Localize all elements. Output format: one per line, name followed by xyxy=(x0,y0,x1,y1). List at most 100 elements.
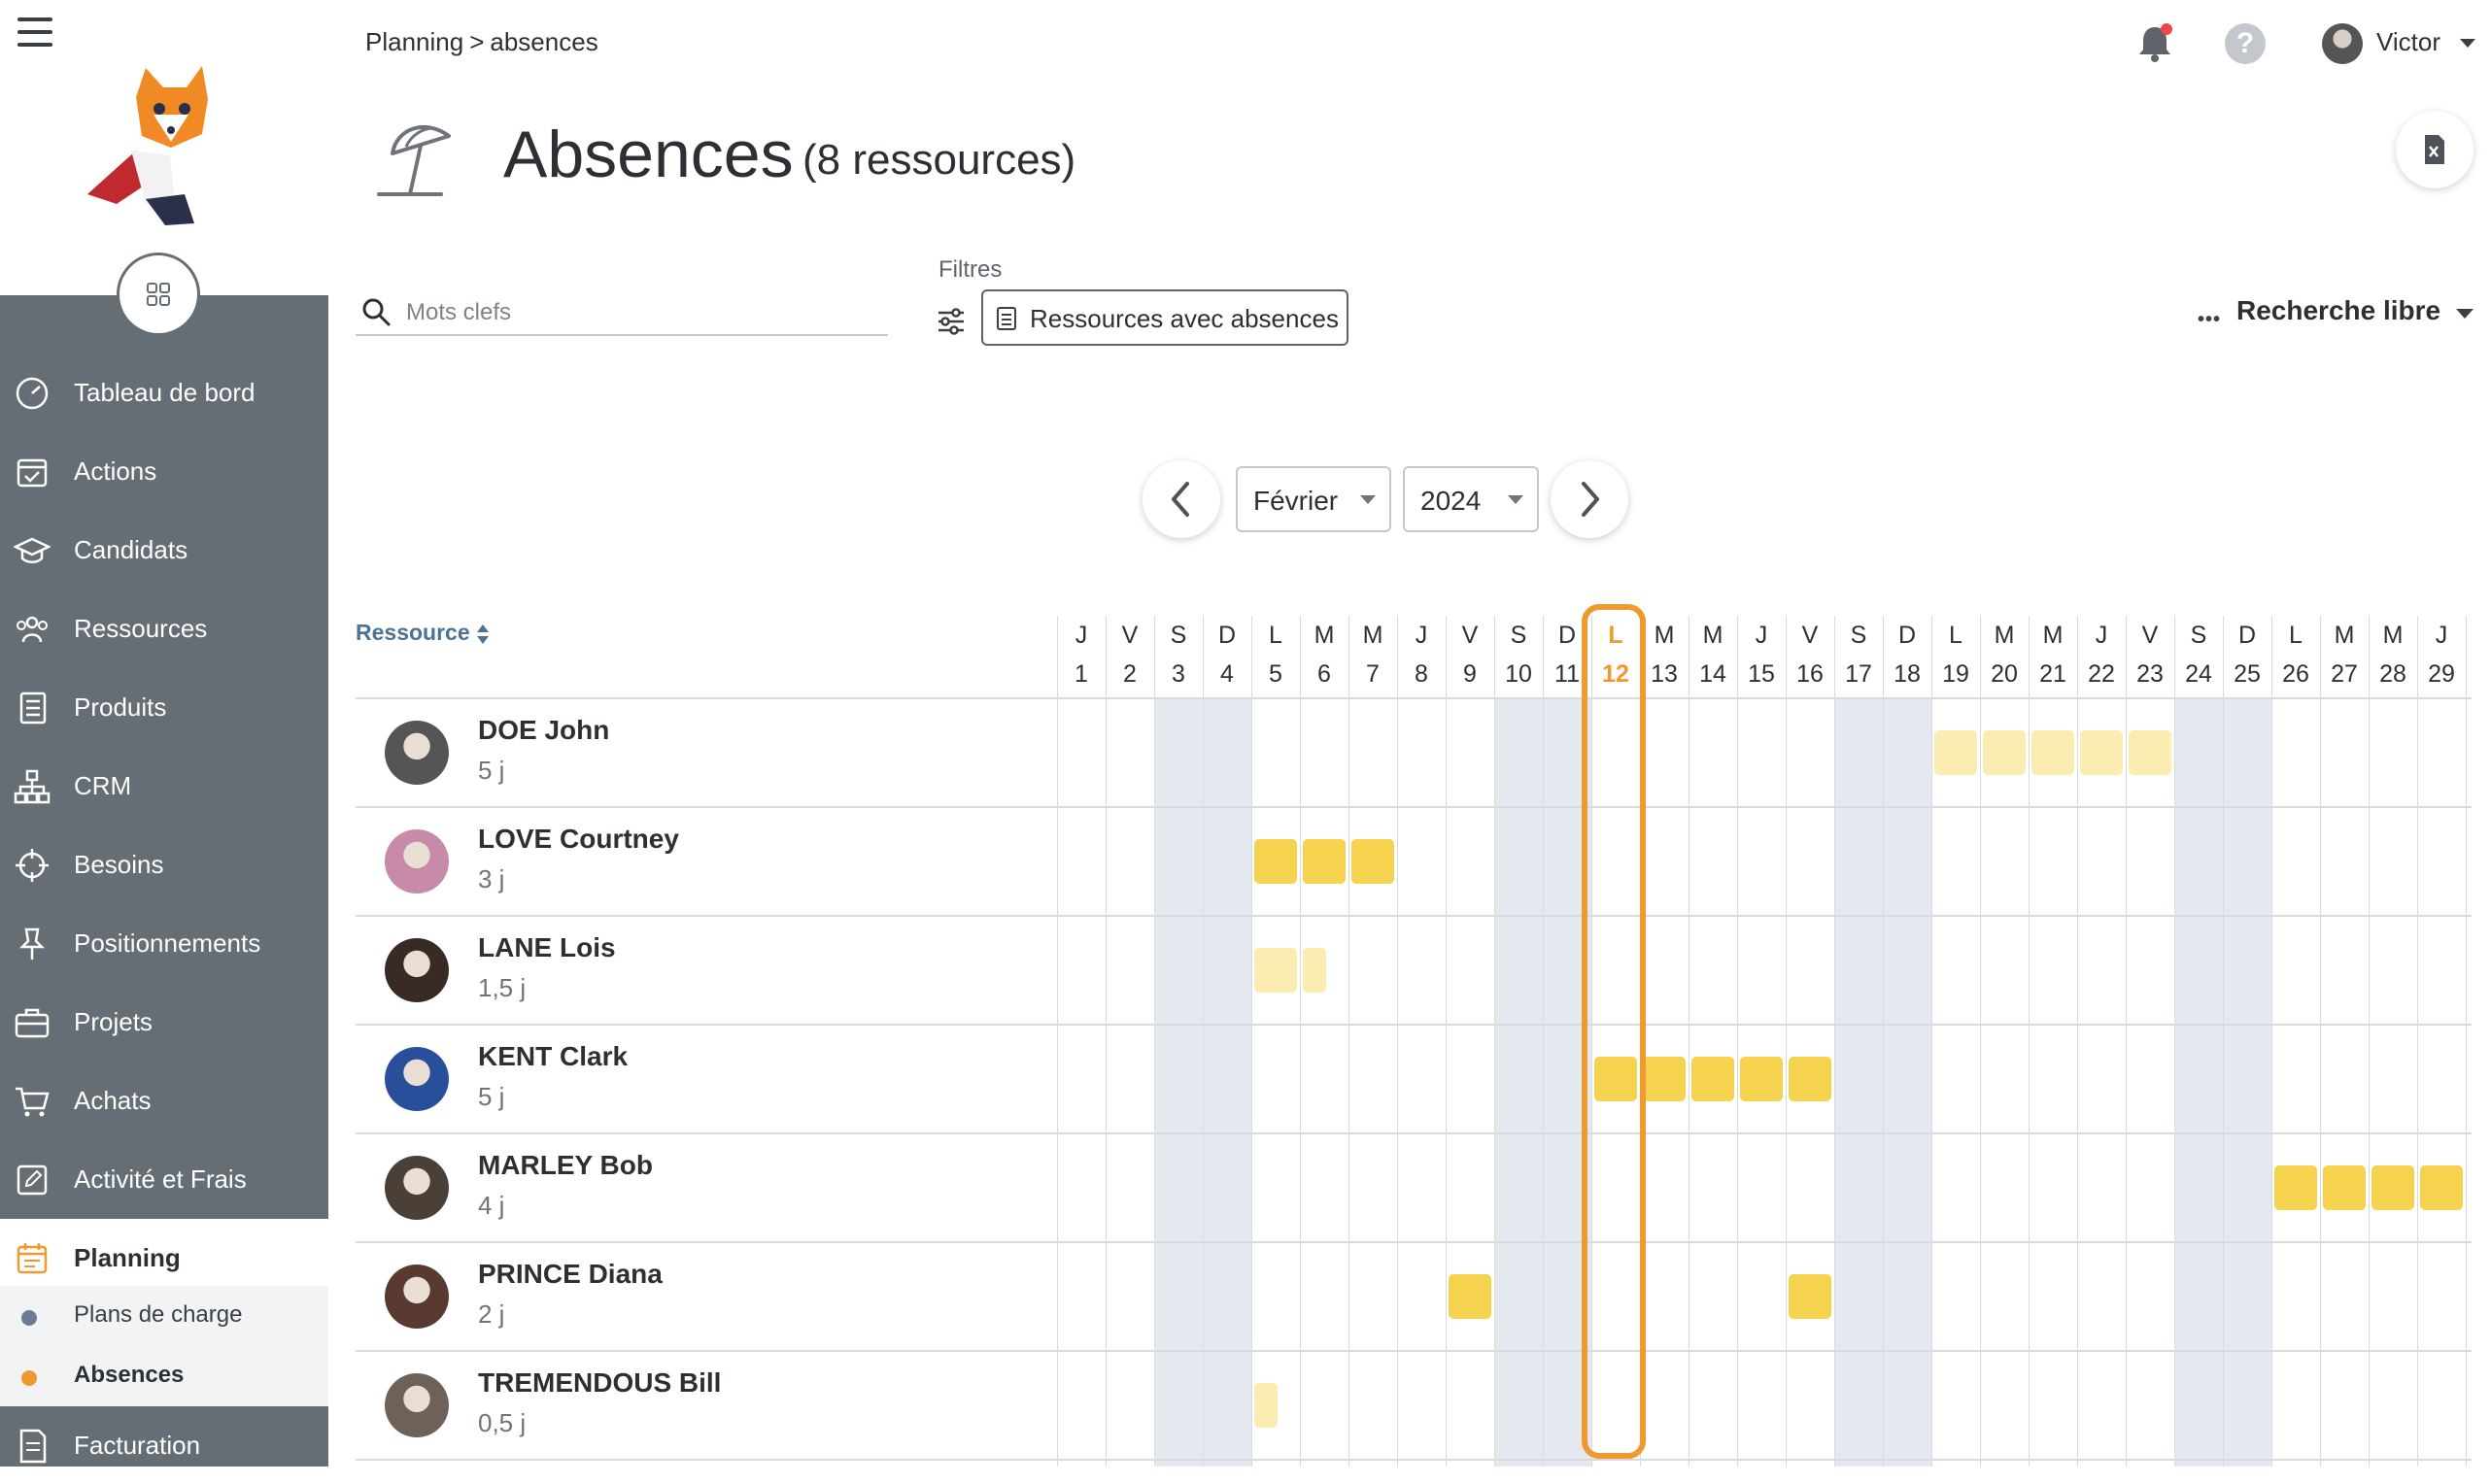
resource-name[interactable]: LANE Lois xyxy=(478,932,616,962)
absence-block[interactable] xyxy=(1449,1274,1491,1319)
absence-block[interactable] xyxy=(2031,730,2074,775)
absence-block[interactable] xyxy=(2372,1165,2414,1210)
resource-row[interactable] xyxy=(356,808,1053,917)
day-number: 2 xyxy=(1123,660,1137,688)
absence-block[interactable] xyxy=(1303,948,1326,993)
sidebar-item-tableau-de-bord[interactable]: Tableau de bord xyxy=(0,354,328,431)
year-select[interactable]: 2024 xyxy=(1403,466,1539,532)
resource-avatar xyxy=(385,829,449,894)
sidebar-item-activite-et-frais[interactable]: Activité et Frais xyxy=(0,1140,328,1218)
year-select-value: 2024 xyxy=(1420,486,1482,516)
absence-block[interactable] xyxy=(1789,1057,1831,1101)
day-letter: S xyxy=(2190,622,2207,649)
apps-grid-button[interactable] xyxy=(117,253,200,336)
filter-sliders-icon[interactable] xyxy=(937,307,966,336)
beach-umbrella-icon xyxy=(377,125,451,196)
absence-block[interactable] xyxy=(1254,1383,1278,1428)
month-select[interactable]: Février xyxy=(1236,466,1391,532)
day-letter: J xyxy=(1075,622,1088,649)
submenu-item-plans-de-charge[interactable]: Plans de charge xyxy=(0,1286,328,1346)
previous-month-button[interactable] xyxy=(1143,460,1220,538)
calendar-icon xyxy=(17,1243,48,1274)
filter-chip-resources-with-absences[interactable]: Ressources avec absences xyxy=(981,289,1348,346)
user-menu-caret-icon[interactable] xyxy=(2460,39,2475,48)
sidebar-item-positionnements[interactable]: Positionnements xyxy=(0,904,328,982)
resource-row[interactable] xyxy=(356,1026,1053,1134)
resource-name[interactable]: LOVE Courtney xyxy=(478,824,679,854)
chevron-left-icon xyxy=(1172,482,1189,517)
planning-submenu: Plans de charge Absences xyxy=(0,1286,328,1406)
grid-column-line xyxy=(1251,616,1252,1467)
grid-column-line xyxy=(1057,616,1058,1467)
resource-row[interactable] xyxy=(356,917,1053,1026)
absence-block[interactable] xyxy=(1789,1274,1831,1319)
absence-block[interactable] xyxy=(1643,1057,1686,1101)
sidebar-item-facturation[interactable]: Facturation xyxy=(0,1406,328,1484)
weekend-column xyxy=(2223,699,2271,1467)
sidebar-item-planning[interactable]: Planning xyxy=(0,1219,328,1297)
day-number: 25 xyxy=(2234,660,2261,688)
breadcrumb-parent[interactable]: Planning xyxy=(365,27,464,56)
resource-name[interactable]: DOE John xyxy=(478,715,610,745)
resource-row[interactable] xyxy=(356,1134,1053,1243)
month-select-value: Février xyxy=(1253,486,1339,516)
sidebar-item-ressources[interactable]: Ressources xyxy=(0,590,328,667)
absence-block[interactable] xyxy=(2323,1165,2366,1210)
sidebar-item-label: Besoins xyxy=(74,849,164,879)
resource-name[interactable]: TREMENDOUS Bill xyxy=(478,1367,722,1398)
day-number: 28 xyxy=(2379,660,2406,688)
sidebar-item-achats[interactable]: Achats xyxy=(0,1062,328,1139)
help-icon[interactable]: ? xyxy=(2225,23,2266,64)
absence-block[interactable] xyxy=(1351,839,1394,884)
sidebar-item-actions[interactable]: Actions xyxy=(0,432,328,510)
absence-block[interactable] xyxy=(1254,839,1297,884)
push-pin-icon xyxy=(18,928,46,960)
absence-block[interactable] xyxy=(2080,730,2123,775)
day-number: 10 xyxy=(1505,660,1532,688)
absence-block[interactable] xyxy=(1303,839,1346,884)
resource-column-header[interactable]: Ressource xyxy=(356,620,490,646)
day-number: 24 xyxy=(2185,660,2212,688)
sidebar-item-produits[interactable]: Produits xyxy=(0,668,328,746)
page-title: Absences xyxy=(503,118,794,191)
org-chart-icon xyxy=(14,769,51,804)
absence-block[interactable] xyxy=(1594,1057,1637,1101)
search-input[interactable] xyxy=(404,295,874,330)
resource-name[interactable]: PRINCE Diana xyxy=(478,1259,663,1289)
submenu-item-absences[interactable]: Absences xyxy=(0,1346,328,1406)
today-column-highlight xyxy=(1582,604,1646,1459)
user-menu-name[interactable]: Victor xyxy=(2376,27,2440,56)
sidebar-item-besoins[interactable]: Besoins xyxy=(0,826,328,903)
sidebar-item-candidats[interactable]: Candidats xyxy=(0,511,328,589)
day-number: 16 xyxy=(1796,660,1824,688)
day-letter: M xyxy=(1702,622,1723,649)
resource-row[interactable] xyxy=(356,1243,1053,1352)
day-letter: V xyxy=(1121,622,1139,649)
day-number: 26 xyxy=(2282,660,2309,688)
grid-column-line xyxy=(1786,616,1787,1467)
keyword-search xyxy=(356,291,888,336)
sidebar-item-projets[interactable]: Projets xyxy=(0,983,328,1061)
absence-block[interactable] xyxy=(1691,1057,1734,1101)
weekend-column xyxy=(1494,699,1543,1467)
resource-row[interactable] xyxy=(356,699,1053,808)
absence-block[interactable] xyxy=(2129,730,2171,775)
weekend-column xyxy=(1883,699,1931,1467)
day-letter: D xyxy=(1897,622,1917,649)
chevron-down-icon xyxy=(1508,495,1523,504)
user-avatar[interactable] xyxy=(2322,23,2363,64)
menu-hamburger-icon[interactable] xyxy=(17,17,52,47)
absence-block[interactable] xyxy=(2274,1165,2317,1210)
notification-bell-icon[interactable] xyxy=(2133,21,2176,64)
resource-name[interactable]: MARLEY Bob xyxy=(478,1150,653,1180)
absence-block[interactable] xyxy=(1254,948,1297,993)
absence-block[interactable] xyxy=(2420,1165,2463,1210)
absence-block[interactable] xyxy=(1934,730,1977,775)
resource-name[interactable]: KENT Clark xyxy=(478,1041,629,1071)
absence-block[interactable] xyxy=(1983,730,2026,775)
sidebar-item-crm[interactable]: CRM xyxy=(0,747,328,825)
export-excel-button[interactable] xyxy=(2396,111,2474,188)
next-month-button[interactable] xyxy=(1551,460,1628,538)
more-dots-icon: ••• xyxy=(2198,309,2222,330)
absence-block[interactable] xyxy=(1740,1057,1783,1101)
